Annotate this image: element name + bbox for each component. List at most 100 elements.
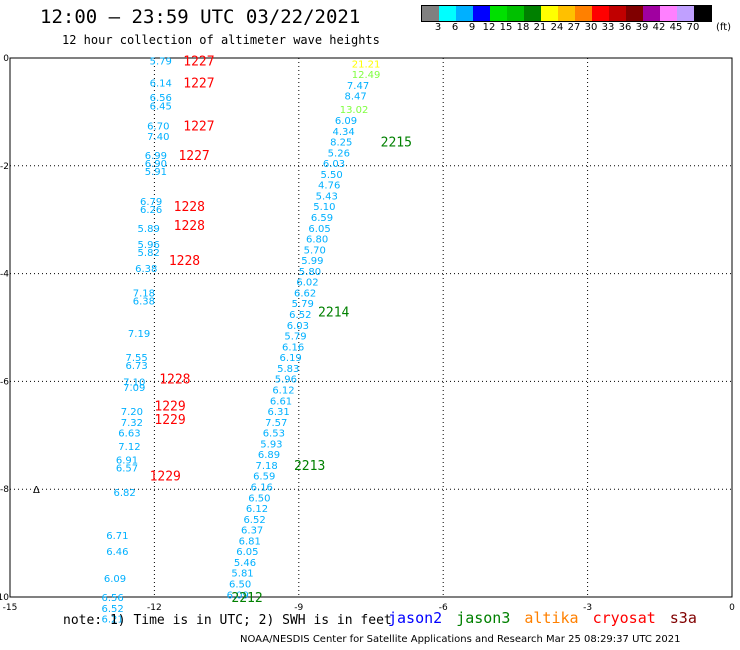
y-tick-label: -6 [0, 377, 9, 387]
wave-height-value: 6.12 [272, 385, 294, 396]
note-text: note: 1) Time is in UTC; 2) SWH is in fe… [63, 613, 392, 628]
wave-height-value: 6.80 [306, 235, 328, 246]
wave-height-value: 6.03 [287, 321, 309, 332]
y-tick-label: -4 [0, 270, 9, 280]
wave-height-value: 6.37 [241, 526, 263, 537]
pass-time-label: 1228 [174, 219, 205, 234]
legend-swatch [541, 6, 558, 21]
legend-label: 45 [669, 22, 683, 33]
wave-height-value: 6.61 [270, 396, 292, 407]
legend-labels: 3 6 9 12 15 18 21 24 27 30 33 36 39 42 45 70 [421, 22, 740, 34]
wave-height-value: 7.32 [121, 418, 143, 429]
wave-height-value: 6.50 [248, 493, 270, 504]
legend-swatch [507, 6, 524, 21]
x-tick-label: -9 [294, 603, 303, 613]
wave-height-value: 4.76 [318, 181, 340, 192]
legend-swatch [592, 6, 609, 21]
wave-height-value: 6.26 [140, 205, 162, 216]
legend-unit: (ft) [716, 22, 732, 33]
x-tick-label: 0 [729, 603, 735, 613]
footer-credit: NOAA/NESDIS Center for Satellite Applica… [240, 634, 681, 645]
wave-height-value: 6.14 [150, 78, 172, 89]
wave-height-value: 21.21 [352, 59, 381, 70]
satellite-s3a: s3a [669, 609, 697, 627]
wave-height-value: 6.09 [227, 590, 249, 601]
wave-height-value: 7.19 [128, 329, 150, 340]
wave-height-value: 5.96 [275, 375, 297, 386]
map-frame [9, 57, 733, 598]
pass-time-label: 1228 [169, 254, 200, 269]
x-tick-label: -6 [439, 603, 448, 613]
wave-height-value: 6.38 [135, 264, 157, 275]
satellite-altika: altika [524, 609, 579, 627]
pass-time-label: 1229 [154, 413, 185, 428]
legend-label: 9 [468, 22, 476, 33]
wave-height-value: 8.47 [345, 92, 367, 103]
legend-swatch [456, 6, 473, 21]
wave-height-value: 7.47 [347, 81, 369, 92]
wave-height-value: 6.56 [150, 93, 172, 104]
pass-time-label: 1229 [150, 470, 181, 485]
wave-height-value: 5.50 [320, 170, 342, 181]
legend-label: 15 [499, 22, 513, 33]
wave-height-value: 6.89 [258, 450, 280, 461]
wave-height-value: 6.53 [263, 429, 285, 440]
legend-label: 3 [434, 22, 442, 33]
pass-time-label: 1227 [183, 76, 214, 91]
wave-height-value: 6.09 [335, 116, 357, 127]
wave-height-value: 6.59 [253, 472, 275, 483]
wave-height-value: 6.91 [116, 456, 138, 467]
wave-height-value: 7.12 [118, 442, 140, 453]
wave-height-value: 6.16 [282, 342, 304, 353]
wave-height-value: 7.57 [265, 418, 287, 429]
wave-height-value: 6.16 [251, 483, 273, 494]
wave-height-value: 7.55 [126, 353, 148, 364]
legend-label: 12 [482, 22, 496, 33]
legend-label: 70 [686, 22, 700, 33]
wave-height-value: 6.99 [145, 151, 167, 162]
wave-height-value: 6.71 [106, 531, 128, 542]
x-tick-label: -15 [3, 603, 18, 613]
wave-height-value: 5.10 [313, 202, 335, 213]
wave-height-value: 6.19 [280, 353, 302, 364]
y-tick-label: -10 [0, 593, 9, 603]
wave-height-value: 6.62 [294, 288, 316, 299]
wave-height-value: 5.96 [138, 240, 160, 251]
wave-height-value: 6.45 [150, 101, 172, 112]
wave-height-value: 7.18 [133, 288, 155, 299]
wave-height-value: 6.73 [126, 361, 148, 372]
legend-swatch [694, 6, 711, 21]
wave-height-value: 12.49 [352, 70, 381, 81]
wave-height-value: 5.79 [284, 332, 306, 343]
wave-height-value: 5.91 [145, 167, 167, 178]
legend-swatch [524, 6, 541, 21]
wave-height-value: 5.81 [231, 569, 253, 580]
wave-height-value: 5.99 [301, 256, 323, 267]
wave-height-value: 7.09 [123, 383, 145, 394]
wave-height-value: 6.21 [101, 615, 123, 626]
wave-height-value: 5.93 [260, 439, 282, 450]
wave-height-value: 5.26 [328, 148, 350, 159]
color-legend [421, 5, 712, 22]
wave-height-value: 6.31 [268, 407, 290, 418]
wave-height-value: 6.12 [246, 504, 268, 515]
wave-height-value: 6.56 [101, 593, 123, 604]
wave-height-value: 5.82 [138, 248, 160, 259]
wave-height-value: 5.83 [277, 364, 299, 375]
island-marker: Δ [33, 485, 40, 496]
wave-height-value: 5.80 [299, 267, 321, 278]
map-title: 12:00 – 23:59 UTC 03/22/2021 [40, 6, 361, 28]
wave-height-value: 5.70 [304, 245, 326, 256]
satellite-jason3: jason3 [456, 609, 511, 627]
pass-time-label: 2213 [294, 459, 325, 474]
wave-height-value: 5.79 [150, 57, 172, 68]
wave-height-value: 5.46 [234, 558, 256, 569]
legend-swatch [626, 6, 643, 21]
wave-height-value: 6.05 [236, 547, 258, 558]
x-tick-label: -12 [147, 603, 162, 613]
legend-label: 27 [567, 22, 581, 33]
pass-time-label: 1228 [174, 200, 205, 215]
wave-height-value: 6.59 [311, 213, 333, 224]
satellite-jason2: jason2 [388, 609, 443, 627]
